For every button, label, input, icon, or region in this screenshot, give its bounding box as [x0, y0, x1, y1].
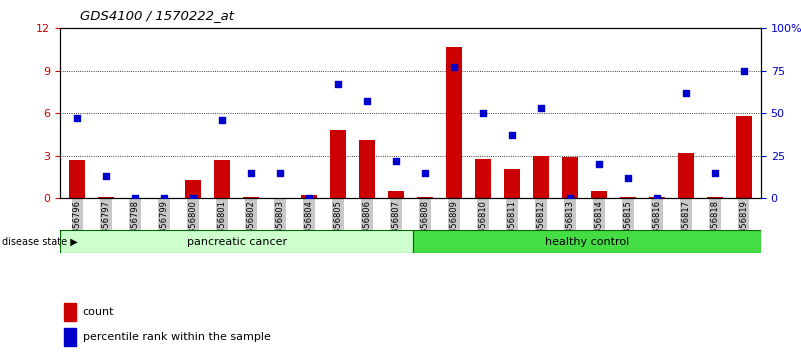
Bar	[359, 140, 375, 198]
Text: count: count	[83, 307, 114, 317]
Bar	[215, 160, 230, 198]
Bar	[562, 157, 578, 198]
Point	[360, 98, 373, 104]
Bar	[330, 130, 346, 198]
Bar	[533, 156, 549, 198]
Point	[332, 81, 344, 87]
Bar	[185, 180, 201, 198]
Bar	[388, 191, 404, 198]
Point	[477, 110, 489, 116]
Point	[158, 195, 171, 201]
Point	[679, 90, 692, 96]
Point	[389, 158, 402, 164]
Point	[563, 195, 576, 201]
Text: GDS4100 / 1570222_at: GDS4100 / 1570222_at	[80, 9, 234, 22]
Point	[534, 105, 547, 111]
Point	[187, 195, 199, 201]
Point	[708, 170, 721, 176]
Bar	[504, 169, 520, 198]
Bar	[735, 116, 751, 198]
Bar	[244, 197, 260, 198]
Bar	[417, 197, 433, 198]
Bar	[301, 195, 317, 198]
Bar	[591, 191, 606, 198]
Point	[448, 64, 461, 70]
Bar	[706, 197, 723, 198]
Point	[129, 195, 142, 201]
Point	[100, 173, 113, 179]
Point	[245, 170, 258, 176]
Point	[622, 175, 634, 181]
Bar	[678, 153, 694, 198]
Bar	[63, 303, 76, 321]
Bar	[620, 197, 636, 198]
Bar	[99, 197, 115, 198]
Point	[215, 117, 228, 123]
Text: disease state ▶: disease state ▶	[2, 237, 78, 247]
Text: healthy control: healthy control	[545, 236, 630, 247]
Bar	[60, 230, 413, 253]
Point	[419, 170, 432, 176]
Point	[650, 195, 663, 201]
Point	[303, 195, 316, 201]
Point	[737, 68, 750, 74]
Point	[274, 170, 287, 176]
Point	[505, 132, 518, 138]
Point	[71, 115, 84, 121]
Bar	[446, 47, 462, 198]
Bar	[70, 160, 86, 198]
Point	[593, 161, 606, 167]
Bar	[63, 328, 76, 346]
Text: pancreatic cancer: pancreatic cancer	[187, 236, 287, 247]
Bar	[649, 197, 665, 198]
Bar	[413, 230, 761, 253]
Bar	[475, 159, 491, 198]
Text: percentile rank within the sample: percentile rank within the sample	[83, 332, 271, 342]
